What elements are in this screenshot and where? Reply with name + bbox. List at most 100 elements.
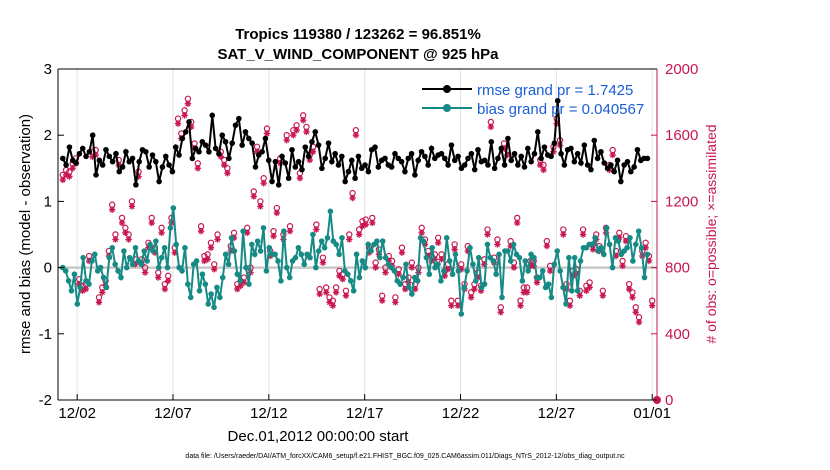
obs-assimilated-point bbox=[309, 148, 317, 155]
y-tick-label: 1 bbox=[44, 193, 52, 210]
rmse-point bbox=[123, 148, 129, 155]
obs-assimilated-stroke bbox=[204, 256, 211, 263]
obs-assimilated-stroke bbox=[109, 206, 115, 213]
obs-assimilated-point bbox=[194, 165, 201, 172]
rmse-point bbox=[272, 158, 279, 165]
obs-assimilated-stroke bbox=[372, 264, 379, 271]
obs-assimilated-stroke bbox=[310, 149, 316, 155]
obs-assimilated-point bbox=[69, 165, 76, 172]
obs-assimilated-point bbox=[112, 236, 119, 243]
rmse-point bbox=[212, 145, 219, 152]
rmse-point bbox=[332, 150, 338, 157]
bias-point bbox=[397, 281, 403, 287]
bias-point bbox=[484, 241, 491, 248]
rmse-point bbox=[86, 148, 93, 155]
bias-point bbox=[278, 278, 284, 284]
rmse-point bbox=[501, 162, 508, 168]
obs-assimilated-stroke bbox=[544, 243, 550, 249]
bias-point bbox=[368, 248, 374, 254]
bias-point bbox=[589, 241, 595, 248]
obs-assimilated-stroke bbox=[284, 137, 290, 143]
rmse-point bbox=[232, 122, 239, 129]
obs-assimilated-point bbox=[125, 236, 132, 243]
rmse-point bbox=[229, 140, 236, 146]
bias-point bbox=[196, 287, 203, 294]
bias-point bbox=[254, 238, 261, 244]
bias-point bbox=[443, 235, 450, 241]
rmse-point bbox=[146, 164, 152, 170]
rmse-point bbox=[428, 145, 435, 152]
obs-assimilated-stroke bbox=[455, 302, 461, 309]
obs-assimilated-point bbox=[122, 229, 129, 237]
obs-assimilated-stroke bbox=[356, 231, 362, 238]
obs-assimilated-point bbox=[95, 299, 103, 306]
rmse-point bbox=[628, 168, 634, 175]
bias-point bbox=[202, 281, 209, 287]
rmse-point bbox=[415, 157, 422, 164]
rmse-point bbox=[412, 172, 418, 178]
bias-point bbox=[228, 235, 235, 241]
obs-assimilated-stroke bbox=[419, 230, 425, 236]
x-tick-label: 01/01 bbox=[633, 405, 671, 422]
obs-assimilated-stroke bbox=[208, 245, 214, 251]
bias-point bbox=[100, 274, 107, 281]
obs-assimilated-point bbox=[108, 206, 116, 213]
bias-point bbox=[211, 304, 217, 311]
bias-point bbox=[91, 251, 98, 258]
obs-assimilated-point bbox=[82, 285, 90, 293]
obs-assimilated-stroke bbox=[435, 240, 441, 246]
obs-assimilated-point bbox=[514, 219, 521, 227]
bias-point bbox=[505, 248, 511, 254]
obs-assimilated-point bbox=[303, 128, 310, 136]
rmse-point bbox=[584, 162, 591, 168]
bias-point bbox=[539, 268, 546, 274]
obs-assimilated-stroke bbox=[99, 289, 106, 296]
bias-point bbox=[493, 271, 499, 278]
bias-point bbox=[377, 254, 383, 261]
bias-point bbox=[490, 258, 497, 264]
rmse-point bbox=[259, 148, 265, 155]
bias-point bbox=[173, 241, 180, 248]
bias-point bbox=[545, 281, 552, 287]
bias-point bbox=[77, 284, 84, 291]
rmse-point bbox=[591, 137, 598, 144]
bias-point bbox=[510, 241, 517, 248]
bias-point bbox=[185, 281, 191, 287]
rmse-point bbox=[282, 160, 289, 166]
rmse-point bbox=[189, 155, 196, 162]
legend-bias-label: bias grand pr = 0.040567 bbox=[477, 101, 644, 118]
bias-point bbox=[615, 238, 622, 244]
obs-assimilated-stroke bbox=[498, 309, 504, 315]
bias-point bbox=[86, 281, 92, 287]
obs-assimilated-stroke bbox=[316, 291, 323, 297]
obs-assimilated-stroke bbox=[241, 279, 247, 286]
bias-point bbox=[446, 258, 453, 264]
obs-assimilated-stroke bbox=[488, 124, 494, 130]
rmse-point bbox=[133, 182, 139, 188]
obs-assimilated-stroke bbox=[297, 175, 303, 181]
rmse-point bbox=[568, 145, 574, 152]
rmse-point bbox=[329, 158, 335, 165]
bias-point bbox=[464, 268, 470, 274]
obs-assimilated-point bbox=[174, 120, 182, 127]
bias-point bbox=[158, 254, 165, 261]
obs-assimilated-point bbox=[418, 229, 425, 237]
obs-assimilated-point bbox=[234, 285, 241, 293]
obs-assimilated-stroke bbox=[300, 117, 306, 124]
obs-assimilated-stroke bbox=[339, 276, 346, 282]
obs-assimilated-point bbox=[207, 244, 215, 251]
obs-assimilated-stroke bbox=[642, 245, 649, 251]
rmse-point bbox=[159, 164, 166, 170]
rmse-point bbox=[242, 129, 249, 135]
bias-point bbox=[499, 294, 505, 301]
rmse-point bbox=[465, 155, 471, 162]
obs-assimilated-point bbox=[635, 319, 643, 326]
rmse-point bbox=[322, 155, 329, 162]
obs-assimilated-stroke bbox=[198, 228, 204, 234]
y-right-tick-label: 2000 bbox=[665, 61, 698, 78]
rmse-point bbox=[285, 175, 292, 182]
chart-title: Tropics 119380 / 123262 = 96.851% bbox=[235, 26, 481, 43]
rmse-point bbox=[365, 168, 372, 175]
rmse-point bbox=[312, 129, 319, 135]
bias-point bbox=[554, 248, 561, 254]
